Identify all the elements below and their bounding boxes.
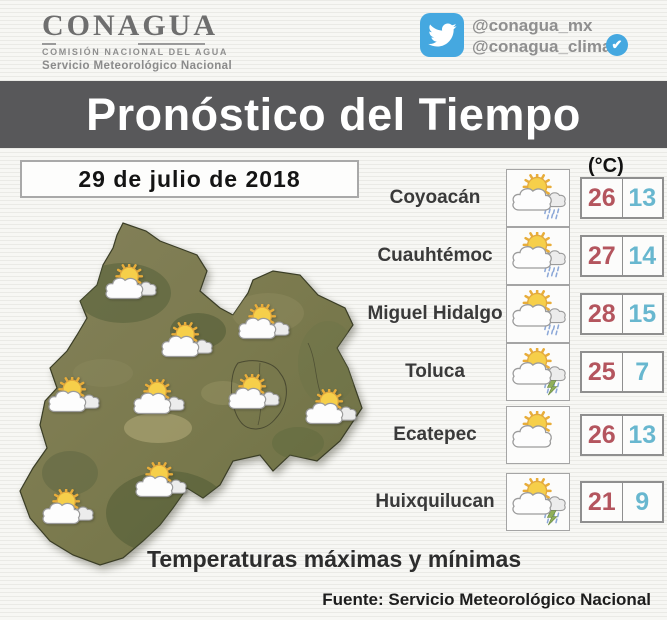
weather-icon [159, 322, 213, 368]
weather-icon [510, 348, 566, 396]
max-temperature: 26 [587, 420, 616, 449]
max-temperature: 26 [587, 183, 616, 212]
weather-icon [510, 174, 566, 222]
weather-icon [510, 478, 566, 526]
header: CONAGUA COMISIÓN NACIONAL DEL AGUA Servi… [0, 0, 667, 81]
location-label: Coyoacán [389, 187, 481, 208]
big-cloud-icon [238, 317, 277, 340]
logo-title: CONAGUA [42, 9, 218, 42]
min-temperature: 9 [635, 487, 650, 516]
max-temperature: 25 [587, 357, 616, 386]
footer-caption: Temperaturas máximas y mínimas [147, 546, 522, 572]
max-temperature: 27 [587, 241, 616, 270]
temperature-divider [621, 416, 623, 454]
temperature-box: 27 14 [580, 235, 664, 277]
lightning-icon [546, 510, 558, 526]
units-label: (°C) [588, 155, 624, 177]
weather-icon [303, 389, 357, 435]
weather-icon [46, 377, 100, 423]
big-cloud-icon [512, 362, 552, 385]
twitter-handle-secondary: @conagua_clima [472, 37, 612, 56]
big-cloud-icon [512, 304, 552, 327]
weather-icon [510, 232, 566, 280]
temperature-divider [621, 353, 623, 391]
weather-icon-box [506, 227, 570, 285]
min-temperature: 13 [628, 183, 657, 212]
big-cloud-icon [105, 277, 144, 300]
big-cloud-icon [512, 188, 552, 211]
logo-divider [42, 43, 205, 45]
conagua-logo: CONAGUA COMISIÓN NACIONAL DEL AGUA Servi… [42, 10, 242, 72]
map-icons-layer [8, 213, 368, 571]
big-cloud-icon [512, 492, 552, 515]
temperature-box: 26 13 [580, 177, 664, 219]
forecast-row: Huixquilucan 21 9 [364, 472, 664, 532]
source-label: Fuente: Servicio Meteorológico Nacional [322, 590, 651, 609]
big-cloud-icon [48, 390, 87, 413]
big-cloud-icon [133, 392, 172, 415]
title-banner: Pronóstico del Tiempo [0, 81, 667, 148]
location-label: Miguel Hidalgo [367, 303, 503, 324]
weather-icon [510, 411, 566, 459]
weather-icon [133, 462, 187, 508]
location-label: Ecatepec [393, 424, 477, 445]
page-title: Pronóstico del Tiempo [86, 88, 581, 140]
forecast-row: Miguel Hidalgo 28 15 [364, 284, 664, 344]
rain-icon [544, 208, 560, 220]
location-label: Cuauhtémoc [377, 245, 493, 266]
min-temperature: 15 [628, 299, 657, 328]
weather-icon [40, 489, 94, 535]
big-cloud-icon [512, 246, 552, 269]
big-cloud-icon [135, 475, 174, 498]
big-cloud-icon [42, 502, 81, 525]
weather-icon [236, 304, 290, 350]
max-temperature: 28 [587, 299, 616, 328]
weather-icon-box [506, 343, 570, 401]
rain-icon [544, 266, 560, 278]
weather-icon [226, 374, 280, 420]
date-box: 29 de julio de 2018 [20, 160, 359, 198]
twitter-handles: @conagua_mx @conagua_clima [472, 15, 622, 57]
weather-icon-box [506, 473, 570, 531]
temperature-box: 26 13 [580, 414, 664, 456]
weather-icon-box [506, 406, 570, 464]
rain-icon [544, 324, 560, 336]
temperature-box: 28 15 [580, 293, 664, 335]
temperature-box: 25 7 [580, 351, 664, 393]
twitter-bird-icon [420, 13, 464, 57]
logo-tagline: Servicio Meteorológico Nacional [42, 60, 233, 72]
big-cloud-icon [305, 402, 344, 425]
min-temperature: 7 [635, 357, 650, 386]
forecast-row: Coyoacán 26 13 [364, 168, 664, 228]
logo-subtitle: COMISIÓN NACIONAL DEL AGUA [42, 47, 228, 57]
weather-icon-box [506, 169, 570, 227]
temperature-divider [621, 237, 623, 275]
location-label: Huixquilucan [375, 491, 495, 512]
twitter-handle-primary: @conagua_mx [472, 16, 593, 35]
date-label: 29 de julio de 2018 [78, 165, 301, 192]
region-map [8, 213, 368, 571]
forecast-row: Toluca 25 7 [364, 342, 664, 402]
big-cloud-icon [228, 387, 267, 410]
verified-badge-icon: ✔ [606, 34, 628, 56]
max-temperature: 21 [587, 487, 616, 516]
weather-icon [103, 264, 157, 310]
temperature-divider [621, 179, 623, 217]
big-cloud-icon [512, 425, 552, 448]
forecast-row: Cuauhtémoc 27 14 [364, 226, 664, 286]
temperature-divider [621, 483, 623, 521]
min-temperature: 13 [628, 420, 657, 449]
weather-icon-box [506, 285, 570, 343]
temperature-divider [621, 295, 623, 333]
weather-icon [131, 379, 185, 425]
location-label: Toluca [405, 361, 465, 382]
weather-icon [510, 290, 566, 338]
min-temperature: 14 [628, 241, 657, 270]
lightning-icon [546, 380, 558, 396]
forecast-row: Ecatepec 26 13 [364, 405, 664, 465]
temperature-box: 21 9 [580, 481, 664, 523]
big-cloud-icon [161, 335, 200, 358]
